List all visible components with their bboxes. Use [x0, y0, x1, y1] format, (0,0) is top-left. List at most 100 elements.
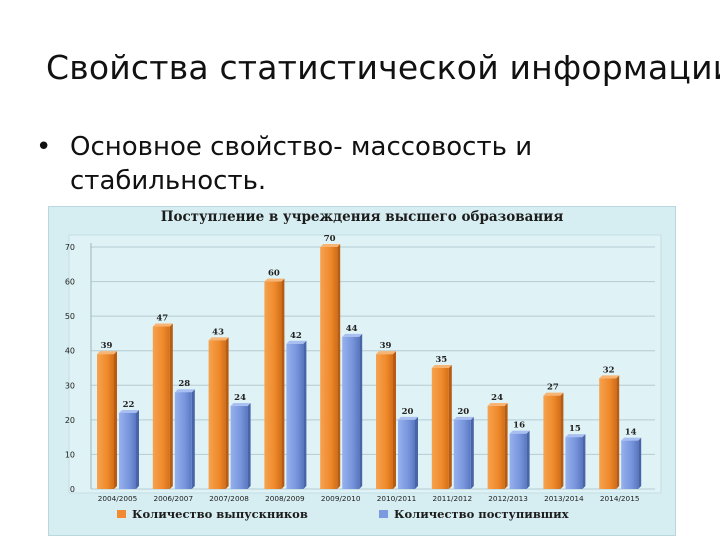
- data-label: 22: [123, 400, 135, 410]
- data-label: 47: [156, 314, 168, 324]
- bar-top: [599, 375, 620, 379]
- bar-side: [470, 416, 474, 489]
- bar-top: [342, 333, 363, 337]
- data-label: 14: [625, 428, 637, 438]
- x-tick-label: 2009/2010: [321, 494, 361, 503]
- bar-top: [509, 430, 530, 434]
- bar-top: [565, 434, 586, 438]
- bar-admitted: [230, 406, 248, 489]
- bar-graduates: [264, 281, 282, 489]
- bar-side: [337, 244, 341, 489]
- bar-admitted: [174, 392, 192, 489]
- x-tick-label: 2010/2011: [377, 494, 417, 503]
- bar-admitted: [119, 412, 136, 489]
- bar-top: [320, 244, 341, 247]
- bar-graduates: [152, 326, 170, 489]
- x-tick-label: 2011/2012: [432, 494, 472, 503]
- bar-side: [169, 323, 173, 489]
- bullet-symbol: •: [36, 132, 52, 162]
- x-tick-label: 2008/2009: [265, 494, 305, 503]
- y-tick-label: 30: [65, 381, 75, 390]
- x-tick-label: 2013/2014: [544, 494, 584, 503]
- x-tick-label: 2006/2007: [153, 494, 193, 503]
- slide-title: Свойства статистической информации: [46, 48, 720, 87]
- legend-swatch: [117, 510, 126, 518]
- data-label: 39: [101, 341, 113, 351]
- bar-top: [97, 351, 117, 355]
- bar-side: [415, 416, 418, 489]
- data-label: 15: [569, 424, 581, 434]
- bar-top: [119, 409, 139, 413]
- bar-side: [281, 278, 285, 489]
- bar-side: [638, 437, 642, 489]
- data-label: 24: [491, 393, 503, 403]
- bar-side: [526, 430, 530, 489]
- data-label: 43: [212, 327, 224, 337]
- bar-side: [393, 351, 396, 489]
- data-label: 20: [457, 407, 469, 417]
- bar-top: [543, 392, 564, 396]
- bar-top: [621, 437, 642, 441]
- bar-graduates: [320, 247, 338, 489]
- x-tick-label: 2004/2005: [98, 494, 138, 503]
- y-tick-label: 0: [70, 485, 75, 494]
- chart-panel: Поступление в учреждения высшего образов…: [48, 206, 676, 536]
- bar-admitted: [621, 440, 639, 489]
- bar-graduates: [208, 340, 226, 489]
- bar-admitted: [286, 343, 304, 489]
- legend-swatch: [379, 510, 388, 518]
- chart-title: Поступление в учреждения высшего образов…: [161, 209, 564, 225]
- bar-graduates: [599, 378, 617, 489]
- bar-top: [286, 340, 307, 344]
- y-tick-label: 60: [65, 278, 75, 287]
- bar-side: [359, 333, 363, 489]
- bar-admitted: [398, 419, 415, 489]
- legend-label: Количество поступивших: [394, 507, 569, 521]
- y-tick-label: 70: [65, 243, 75, 252]
- bar-graduates: [376, 354, 393, 489]
- bar-side: [582, 434, 586, 489]
- y-tick-label: 50: [65, 312, 75, 321]
- bar-top: [453, 416, 474, 420]
- bar-side: [448, 365, 452, 489]
- bar-top: [431, 365, 452, 368]
- legend-label: Количество выпускников: [132, 507, 308, 521]
- x-tick-label: 2014/2015: [600, 494, 640, 503]
- bar-top: [376, 351, 396, 355]
- bar-graduates: [543, 395, 561, 489]
- data-label: 39: [380, 341, 392, 351]
- bar-admitted: [453, 419, 471, 489]
- bar-graduates: [487, 406, 505, 489]
- bar-top: [230, 403, 251, 407]
- x-tick-label: 2007/2008: [209, 494, 249, 503]
- bar-side: [616, 375, 620, 489]
- y-tick-label: 40: [65, 347, 75, 356]
- bar-top: [398, 416, 418, 420]
- bar-side: [560, 392, 564, 489]
- data-label: 28: [178, 379, 190, 389]
- data-label: 60: [268, 269, 280, 279]
- bar-side: [504, 403, 508, 489]
- bar-side: [136, 409, 139, 489]
- data-label: 16: [513, 421, 525, 431]
- data-label: 44: [346, 324, 358, 334]
- bar-graduates: [431, 368, 449, 489]
- bar-side: [225, 337, 229, 489]
- data-label: 20: [402, 407, 414, 417]
- bar-graduates: [97, 354, 114, 489]
- bar-admitted: [509, 433, 527, 489]
- bar-top: [264, 278, 285, 282]
- data-label: 24: [234, 393, 246, 403]
- y-tick-label: 20: [65, 416, 75, 425]
- y-tick-label: 10: [65, 450, 75, 459]
- bar-top: [487, 403, 508, 407]
- bar-side: [191, 389, 195, 489]
- data-label: 70: [324, 234, 336, 244]
- data-label: 27: [547, 383, 559, 393]
- bar-admitted: [342, 336, 360, 489]
- bullet-text: Основное свойство- массовость и стабильн…: [70, 132, 533, 196]
- bar-side: [303, 340, 307, 489]
- data-label: 32: [603, 365, 615, 375]
- data-label: 35: [435, 355, 447, 365]
- bar-top: [208, 337, 229, 341]
